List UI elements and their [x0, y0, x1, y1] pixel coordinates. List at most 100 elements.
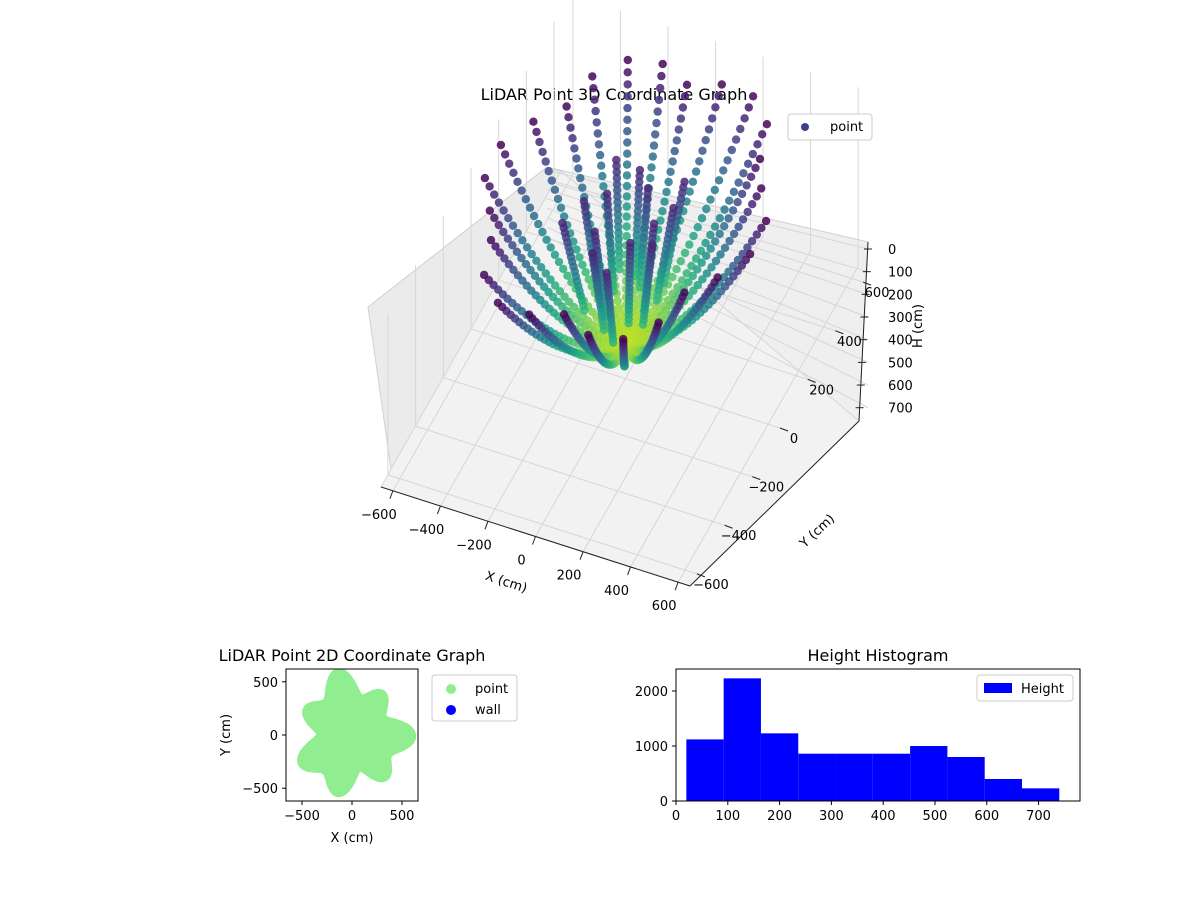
- x-tick-label-histogram: 500: [923, 809, 948, 824]
- point-3d: [550, 185, 560, 194]
- y-tick-label-2d: 0: [270, 729, 278, 744]
- legend-marker-wall-2d: [446, 705, 456, 715]
- point-3d: [635, 171, 644, 181]
- point-3d: [672, 136, 681, 145]
- point-3d: [664, 177, 673, 187]
- chart-2d-title: LiDAR Point 2D Coordinate Graph: [219, 646, 486, 665]
- point-3d: [599, 182, 608, 191]
- point-3d: [623, 103, 632, 113]
- point-3d: [698, 146, 707, 155]
- point-3d: [748, 149, 757, 159]
- point-3d: [623, 115, 632, 125]
- point-3d: [623, 138, 632, 147]
- legend-label-point-3d: point: [830, 120, 863, 135]
- point-3d: [634, 195, 643, 204]
- point-3d: [632, 230, 641, 239]
- point-3d: [658, 207, 667, 216]
- legend-marker-point-2d: [446, 684, 456, 694]
- point-3d: [598, 171, 607, 181]
- point-3d: [674, 125, 683, 134]
- y-tick-3d: [835, 330, 844, 335]
- point-3d: [702, 269, 712, 278]
- point-3d: [729, 229, 739, 239]
- point-3d: [711, 103, 720, 112]
- point-3d: [521, 260, 531, 269]
- x-tick-label-3d: −600: [361, 508, 397, 523]
- point-3d: [614, 234, 623, 244]
- point-3d: [592, 118, 601, 127]
- x-tick-label-3d: 400: [604, 584, 629, 599]
- point-3d: [706, 230, 715, 240]
- point-3d: [526, 265, 535, 275]
- point-3d: [500, 254, 509, 263]
- x-tick-label-histogram: 300: [819, 809, 844, 824]
- point-3d: [691, 167, 701, 176]
- point-3d: [720, 205, 729, 214]
- point-3d: [558, 218, 567, 228]
- point-3d: [742, 181, 751, 190]
- point-3d: [541, 157, 550, 166]
- point-3d: [715, 229, 724, 239]
- legend-2d: point wall: [431, 674, 518, 722]
- z-tick-label-3d: 600: [888, 379, 913, 394]
- point-3d: [612, 155, 621, 165]
- histogram-bar: [686, 739, 724, 801]
- point-3d: [614, 222, 623, 231]
- point-3d: [748, 200, 757, 209]
- x-tick-3d: [389, 490, 394, 499]
- point-3d: [666, 167, 675, 176]
- z-tick-label-3d: 700: [888, 402, 913, 417]
- grid-line-y: [470, 328, 781, 429]
- chart-histogram: Height Histogram 0 100 200 300 400 500 600 7000…: [635, 646, 1081, 824]
- point-3d: [701, 238, 710, 248]
- point-3d: [745, 249, 755, 259]
- point-3d: [680, 92, 690, 101]
- point-3d: [736, 124, 745, 134]
- point-3d: [556, 203, 566, 212]
- point-3d: [559, 310, 569, 319]
- point-3d: [693, 223, 702, 232]
- point-3d: [490, 213, 499, 223]
- point-3d: [733, 198, 742, 207]
- point-3d: [479, 270, 489, 280]
- y-tick-label-3d: −400: [721, 529, 757, 544]
- chart-2d: LiDAR Point 2D Coordinate Graph −500−500…: [219, 646, 518, 846]
- point-3d: [518, 236, 527, 245]
- point-3d: [633, 218, 642, 228]
- point-3d: [612, 167, 621, 177]
- z-tick-label-3d: 100: [888, 266, 913, 281]
- point-3d: [566, 123, 575, 132]
- z-tick-label-3d: 400: [888, 334, 913, 349]
- point-3d: [758, 130, 767, 139]
- point-3d: [653, 107, 662, 116]
- point-3d: [652, 118, 661, 128]
- x-tick-3d: [532, 536, 536, 545]
- point-3d: [504, 214, 513, 223]
- x-tick-3d: [484, 521, 489, 530]
- y-tick-label-3d: −200: [748, 481, 784, 496]
- grid-line-x: [582, 235, 764, 552]
- point-3d: [710, 222, 720, 231]
- ticks-histogram: 0 100 200 300 400 500 600 700 0 1000 2000: [635, 685, 1051, 824]
- point-3d: [513, 177, 522, 186]
- point-3d: [673, 283, 682, 292]
- legend-label-point-2d: point: [475, 682, 508, 697]
- point-3d: [652, 296, 661, 305]
- point-3d: [702, 204, 711, 214]
- point-3d: [751, 163, 760, 173]
- point-3d: [495, 248, 505, 257]
- point-3d: [633, 207, 643, 216]
- point-3d: [613, 186, 622, 195]
- point-3d: [635, 177, 644, 187]
- point-3d: [594, 140, 604, 149]
- point-3d: [584, 330, 593, 340]
- point-3d: [743, 243, 752, 252]
- point-3d: [623, 127, 632, 136]
- point-3d: [753, 140, 762, 149]
- point-3d: [670, 146, 679, 156]
- point-3d: [741, 255, 751, 265]
- point-3d: [575, 253, 584, 262]
- chart-3d: LiDAR Point 3D Coordinate Graph −600−600…: [361, 0, 926, 614]
- point-3d: [706, 244, 715, 253]
- point-3d: [622, 212, 631, 221]
